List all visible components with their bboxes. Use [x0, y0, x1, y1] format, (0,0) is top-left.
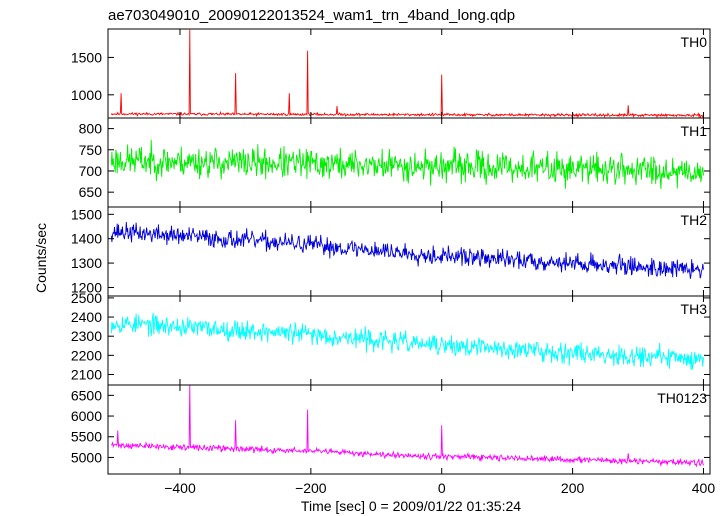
series-line-th1	[110, 139, 704, 189]
series-line-th3	[110, 312, 704, 371]
panel-label-th2: TH2	[681, 212, 708, 228]
x-tick-label: −400	[164, 480, 196, 496]
y-tick-label-th3: 2500	[71, 290, 102, 306]
y-tick-label-th1: 800	[79, 121, 103, 137]
panel-label-th0123: TH0123	[657, 390, 707, 406]
panel-th0: 1000 1500 TH0	[71, 28, 711, 119]
panel-th1: 650 700 750 800 TH1	[79, 117, 711, 208]
y-tick-label-th0123: 5500	[71, 429, 102, 445]
y-tick-label-th3: 2400	[71, 309, 102, 325]
panel-label-th0: TH0	[681, 34, 708, 50]
y-tick-label-th0: 1500	[71, 49, 102, 65]
y-tick-label-th2: 1500	[71, 206, 102, 222]
panel-th3: 2100 2200 2300 2400 2500 TH3	[71, 290, 711, 386]
y-tick-label-th1: 700	[79, 163, 103, 179]
x-tick-label: 400	[692, 480, 716, 496]
x-axis: −400 −200 0 200 400	[164, 480, 715, 496]
series-line-th0123	[110, 385, 704, 468]
panels-group: 1000 1500 TH0 650 700 750 800 TH1 1200 1300 1400 15…	[71, 28, 711, 475]
panel-label-th3: TH3	[681, 301, 708, 317]
y-tick-label-th0123: 5000	[71, 449, 102, 465]
y-tick-label-th2: 1400	[71, 231, 102, 247]
series-line-th2	[110, 221, 704, 279]
series-line-th0	[110, 29, 704, 118]
y-tick-label-th0123: 6500	[71, 387, 102, 403]
x-tick-label: 200	[561, 480, 585, 496]
y-tick-label-th3: 2300	[71, 328, 102, 344]
chart-title: ae703049010_20090122013524_wam1_trn_4ban…	[108, 7, 515, 24]
y-tick-label-th1: 650	[79, 184, 103, 200]
x-axis-label: Time [sec] 0 = 2009/01/22 01:35:24	[301, 498, 521, 514]
y-axis-label: Counts/sec	[33, 223, 49, 293]
y-tick-label-th2: 1200	[71, 279, 102, 295]
panel-th0123: 5000 5500 6000 6500 TH0123	[71, 384, 711, 475]
y-tick-label-th1: 750	[79, 142, 103, 158]
panel-frame-th0123	[107, 384, 711, 475]
panel-frame-th0	[107, 28, 711, 119]
x-tick-label: −200	[295, 480, 327, 496]
y-tick-label-th0: 1000	[71, 87, 102, 103]
x-tick-label: 0	[438, 480, 446, 496]
y-tick-label-th3: 2200	[71, 347, 102, 363]
y-tick-label-th3: 2100	[71, 366, 102, 382]
panel-label-th1: TH1	[681, 123, 708, 139]
panel-th2: 1200 1300 1400 1500 TH2	[71, 206, 711, 297]
panel-frame-th3	[107, 295, 711, 386]
y-tick-label-th2: 1300	[71, 255, 102, 271]
y-tick-label-th0123: 6000	[71, 408, 102, 424]
